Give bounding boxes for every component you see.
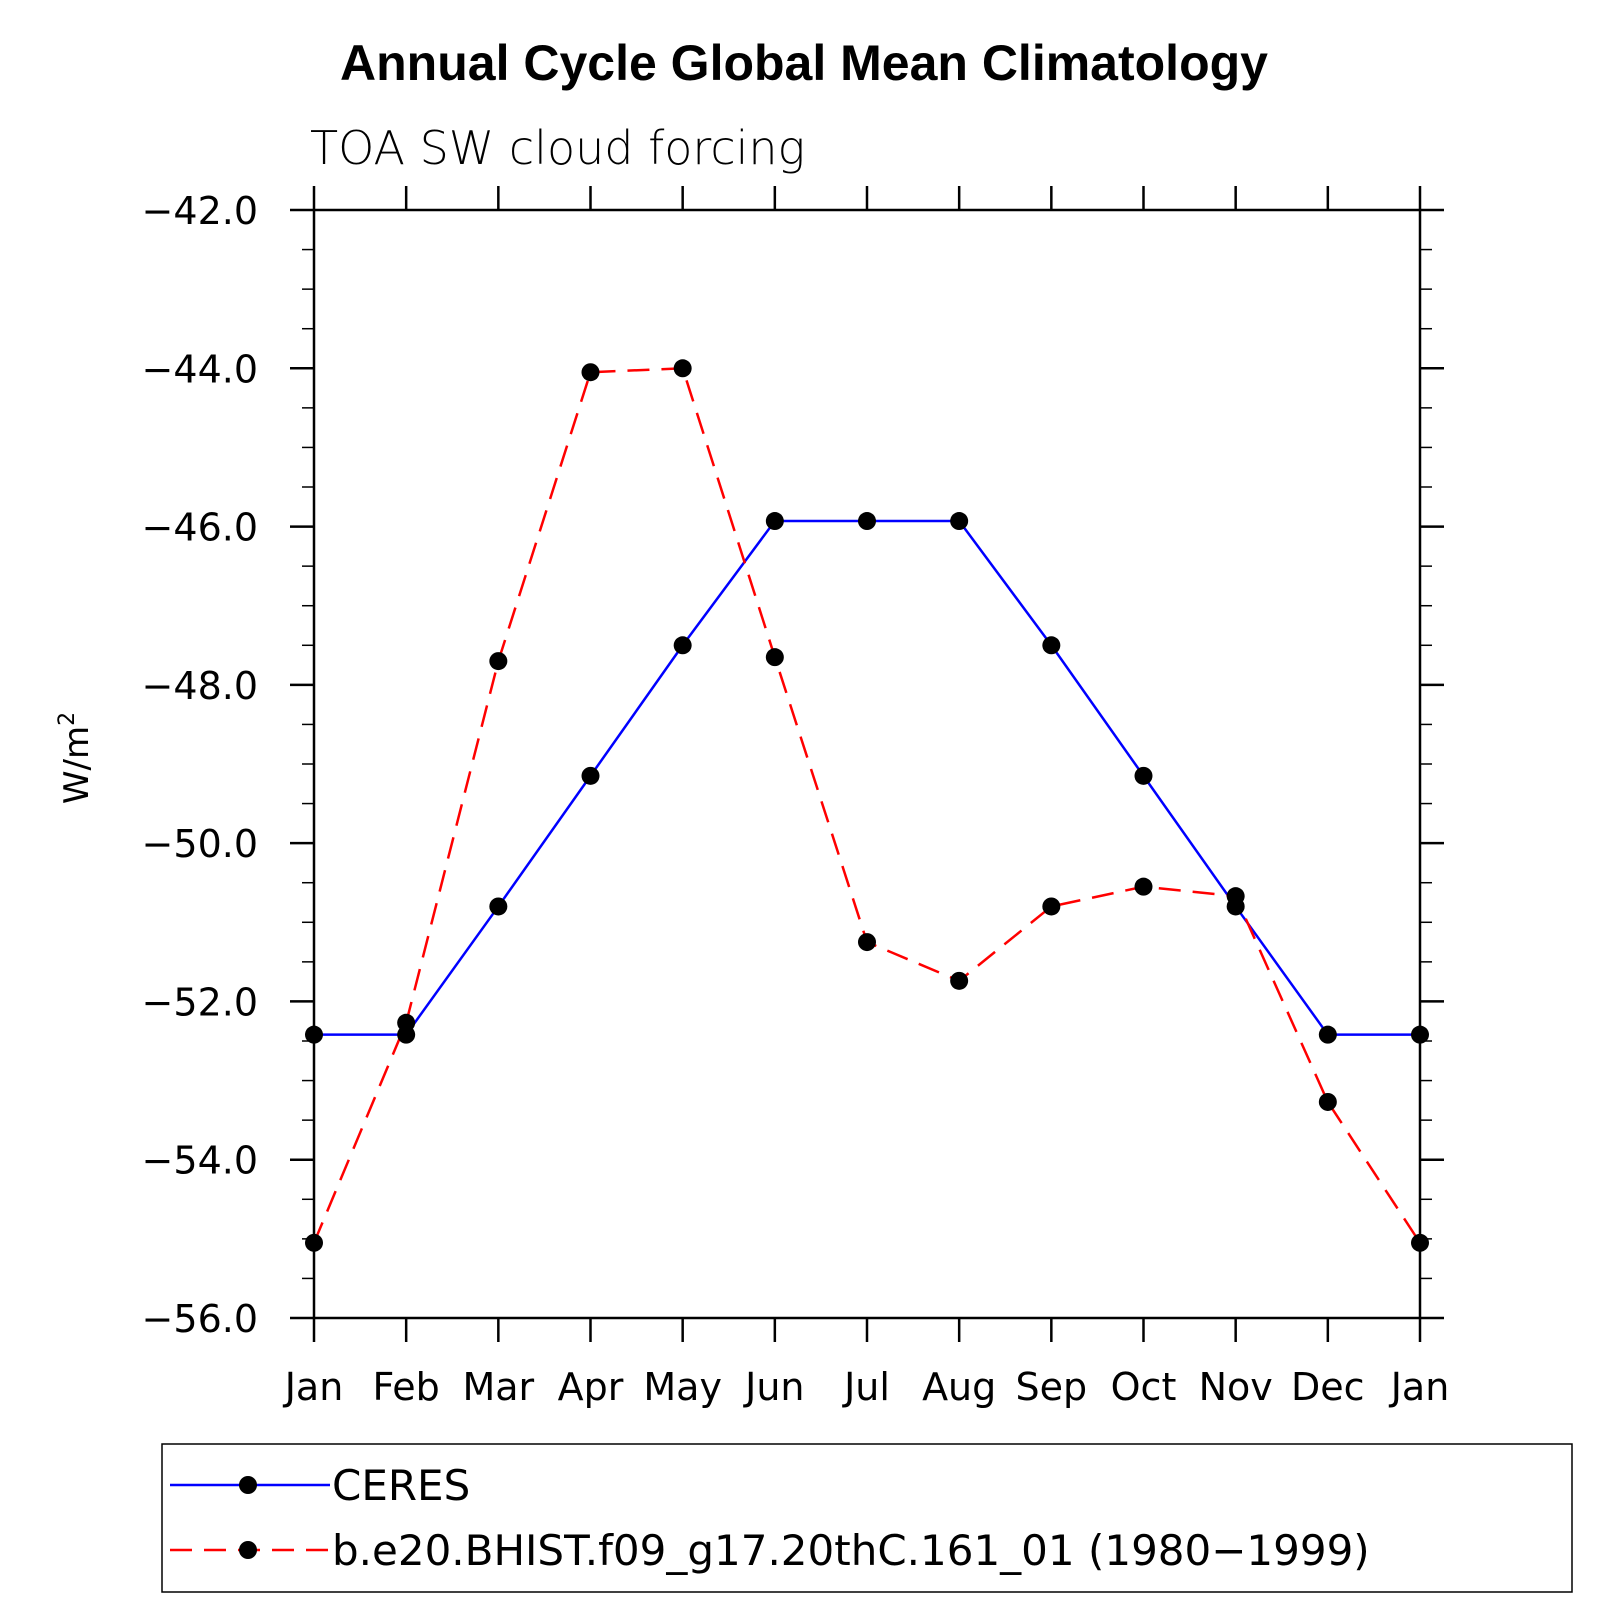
y-axis-label-superscript: 2 bbox=[55, 712, 80, 726]
y-axis-label-text: W/m bbox=[57, 726, 97, 804]
y-tick-label: −44.0 bbox=[142, 347, 258, 391]
data-point-series-2 bbox=[1411, 1233, 1429, 1252]
y-tick-label: −54.0 bbox=[142, 1139, 258, 1183]
data-point-series-1 bbox=[858, 512, 876, 531]
plot-frame bbox=[312, 208, 1422, 1320]
x-tick-label: Oct bbox=[1111, 1365, 1177, 1409]
data-point-series-1 bbox=[1411, 1025, 1429, 1044]
y-tick-label: −50.0 bbox=[142, 822, 258, 866]
data-point-series-2 bbox=[489, 652, 508, 671]
legend-marker-series-2 bbox=[239, 1541, 257, 1559]
legend-box bbox=[161, 1443, 1573, 1593]
legend-label-series-1: CERES bbox=[332, 1461, 470, 1510]
series-line-2 bbox=[312, 366, 1422, 1244]
data-point-series-1 bbox=[489, 897, 508, 916]
legend-label-series-2: b.e20.BHIST.f09_g17.20thC.161_01 (1980−1… bbox=[332, 1526, 1370, 1575]
data-point-series-1 bbox=[1318, 1025, 1337, 1044]
data-point-series-2 bbox=[950, 971, 969, 990]
data-point-series-2 bbox=[1134, 877, 1153, 896]
x-tick-label: Jul bbox=[842, 1365, 890, 1409]
x-tick-label: Jan bbox=[1389, 1365, 1450, 1409]
series-lines bbox=[312, 366, 1422, 1244]
data-point-series-1 bbox=[673, 636, 692, 655]
svg-text:W/m2: W/m2 bbox=[55, 712, 97, 804]
data-point-series-2 bbox=[765, 648, 784, 667]
data-point-series-1 bbox=[1042, 636, 1061, 655]
x-tick-label: Apr bbox=[558, 1365, 624, 1409]
x-tick-label: Jun bbox=[743, 1365, 804, 1409]
y-tick-label: −56.0 bbox=[142, 1297, 258, 1341]
y-axis-label: W/m2 bbox=[55, 712, 97, 804]
series-markers bbox=[305, 359, 1429, 1252]
data-point-series-1 bbox=[581, 766, 600, 785]
data-point-series-2 bbox=[673, 359, 692, 378]
chart-title: Annual Cycle Global Mean Climatology bbox=[340, 35, 1268, 91]
x-tick-label: Aug bbox=[922, 1365, 996, 1409]
x-tick-label: Jan bbox=[283, 1365, 344, 1409]
data-point-series-2 bbox=[1226, 887, 1245, 906]
x-tick-label: Sep bbox=[1016, 1365, 1088, 1409]
data-point-series-1 bbox=[305, 1025, 323, 1044]
x-tick-label: Mar bbox=[462, 1365, 534, 1409]
x-tick-label: Dec bbox=[1291, 1365, 1365, 1409]
data-point-series-2 bbox=[1318, 1092, 1337, 1111]
data-point-series-1 bbox=[1134, 766, 1153, 785]
y-tick-label: −42.0 bbox=[142, 189, 258, 233]
legend: CERES b.e20.BHIST.f09_g17.20thC.161_01 (… bbox=[161, 1443, 1573, 1593]
data-point-series-2 bbox=[1042, 897, 1061, 916]
data-point-series-1 bbox=[765, 512, 784, 531]
legend-marker-series-1 bbox=[239, 1476, 257, 1494]
data-point-series-1 bbox=[950, 512, 969, 531]
series-line-1 bbox=[314, 519, 1420, 1036]
data-point-series-2 bbox=[305, 1233, 323, 1252]
y-tick-label: −48.0 bbox=[142, 664, 258, 708]
y-tick-label: −46.0 bbox=[142, 506, 258, 550]
chart-subtitle: TOA SW cloud forcing bbox=[310, 121, 805, 175]
x-tick-label: Feb bbox=[373, 1365, 440, 1409]
data-point-series-2 bbox=[581, 363, 600, 382]
axis-tick-labels: Jan Feb Mar Apr May Jun Jul Aug Sep Oct Nov Dec Jan−… bbox=[142, 189, 1450, 1409]
axis-ticks bbox=[290, 186, 1444, 1342]
y-tick-label: −52.0 bbox=[142, 980, 258, 1024]
data-point-series-2 bbox=[858, 933, 876, 952]
x-tick-label: Nov bbox=[1199, 1365, 1273, 1409]
data-point-series-2 bbox=[397, 1013, 416, 1032]
x-tick-label: May bbox=[643, 1365, 722, 1409]
